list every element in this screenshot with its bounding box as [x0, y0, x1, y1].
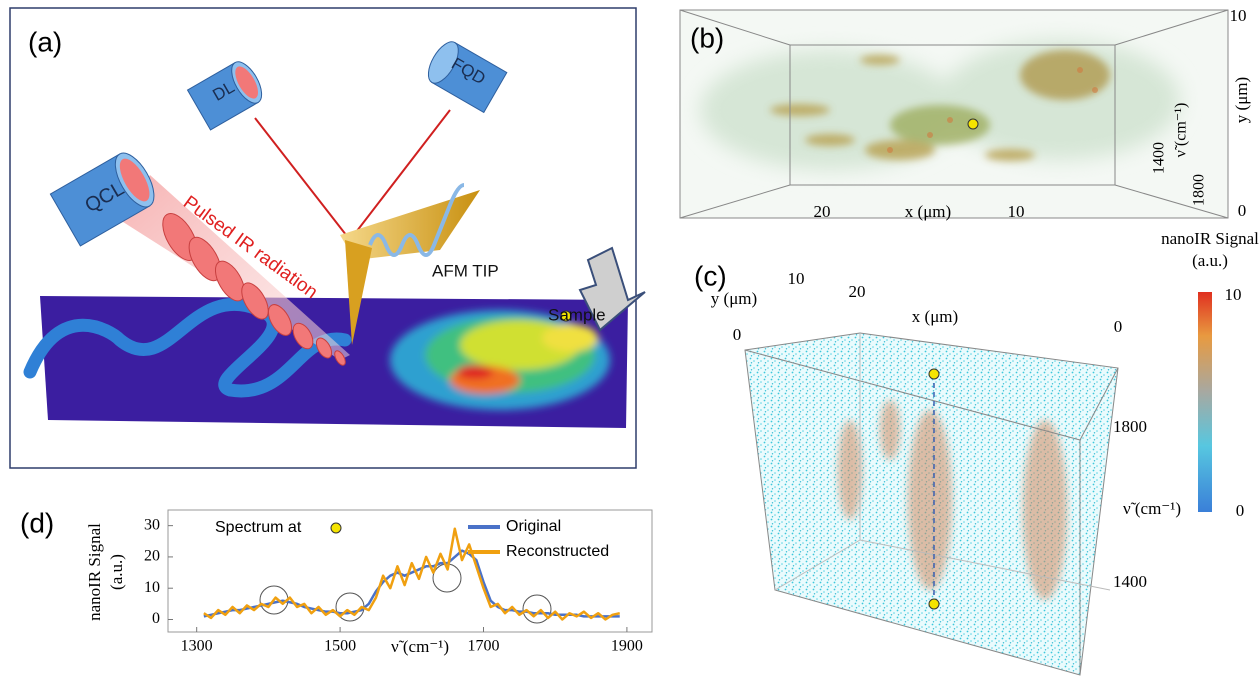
panel-b-volume: [680, 10, 1228, 218]
x-tick-label: 1500: [324, 638, 356, 655]
y-axis-label: nanoIR Signal (a.u.): [84, 522, 128, 622]
y-tick-label: 0: [733, 325, 742, 344]
y-axis-label: y (μm): [1232, 77, 1251, 123]
y-tick-label: 10: [144, 579, 160, 596]
y-tick-label: 20: [144, 548, 160, 565]
colorbar-tick-label: 0: [1236, 501, 1245, 520]
nu-tick-label: 1800: [1191, 174, 1208, 206]
highlight-circles: [260, 564, 551, 623]
sample-heatmap: [390, 310, 610, 410]
x-tick-label: 20: [849, 282, 866, 301]
y-tick-label: 30: [144, 516, 160, 533]
x-tick-label: 1700: [467, 638, 499, 655]
panel-label: (b): [690, 22, 724, 53]
nu-tick-label: 1800: [1113, 417, 1147, 436]
y-tick-label: 10: [1230, 6, 1247, 25]
legend-label: Reconstructed: [506, 543, 609, 560]
nu-tick-label: 1400: [1151, 142, 1168, 174]
sample-label: Sample: [548, 305, 606, 324]
x-tick-label: 10: [1008, 202, 1025, 221]
nu-tick-label: 1400: [1113, 572, 1147, 591]
y-tick-label: 10: [788, 269, 805, 288]
x-axis-label: x (μm): [905, 202, 951, 221]
panel-label: (c): [694, 260, 727, 291]
nu-axis-label: ν̃ (cm⁻¹): [1123, 499, 1181, 518]
colorbar-tick-label: 10: [1225, 285, 1242, 304]
figure: (a) QCL DL FQD Pulsed IR radiation AFM T…: [0, 0, 1260, 688]
panel-label: (d): [20, 507, 54, 538]
annotation: Spectrum at: [215, 519, 302, 536]
panel-c-volume: [745, 292, 1212, 675]
panel-label: (a): [28, 26, 62, 57]
x-tick-label: 1300: [181, 638, 213, 655]
colorbar-title: nanoIR Signal (a.u.): [1150, 228, 1260, 272]
spectrum-marker: [331, 523, 341, 533]
figure-canvas: (a) QCL DL FQD Pulsed IR radiation AFM T…: [0, 0, 1260, 688]
x-axis-label: x (μm): [912, 307, 958, 326]
tip-label: AFM TIP: [432, 261, 499, 280]
legend-label: Original: [506, 518, 561, 535]
nu-tick-label: 0: [1114, 317, 1123, 336]
nu-axis-label: ν̃ (cm⁻¹): [1173, 103, 1190, 158]
y-axis-label: y (μm): [711, 289, 757, 308]
x-axis-label: ν̃ (cm⁻¹): [391, 637, 449, 656]
x-tick-label: 1900: [611, 638, 643, 655]
y-tick-label: 0: [152, 610, 160, 627]
x-tick-label: 20: [814, 202, 831, 221]
y-tick-label: 0: [1238, 201, 1247, 220]
